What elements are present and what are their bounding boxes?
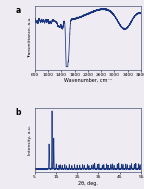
X-axis label: 2θ, deg.: 2θ, deg. xyxy=(78,180,98,186)
Y-axis label: Transmittance, a.u.: Transmittance, a.u. xyxy=(28,17,32,58)
Text: b: b xyxy=(15,108,21,117)
Y-axis label: Intensity, a.u.: Intensity, a.u. xyxy=(28,125,32,155)
Text: a: a xyxy=(15,6,21,15)
X-axis label: Wavenumber, cm⁻¹: Wavenumber, cm⁻¹ xyxy=(64,78,112,83)
